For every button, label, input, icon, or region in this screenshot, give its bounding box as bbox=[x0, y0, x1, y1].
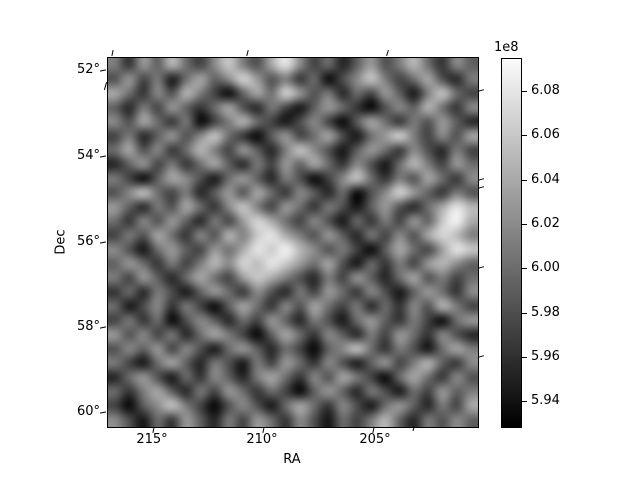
y-tick-label: 56° bbox=[76, 234, 100, 249]
x-tick-label: 215° bbox=[136, 432, 168, 447]
colorbar-tick bbox=[522, 313, 527, 315]
colorbar-tick bbox=[522, 91, 527, 93]
colorbar-tick-label: 5.96 bbox=[531, 349, 560, 364]
colorbar-tick bbox=[522, 135, 527, 137]
axis-tick bbox=[111, 49, 114, 57]
axis-tick bbox=[99, 326, 107, 329]
axis-tick bbox=[477, 186, 485, 189]
colorbar-tick-label: 6.06 bbox=[531, 127, 560, 142]
colorbar-offset-label: 1e8 bbox=[494, 40, 519, 55]
axis-tick bbox=[477, 178, 485, 181]
axis-tick bbox=[386, 49, 390, 57]
colorbar-tick bbox=[522, 180, 527, 182]
colorbar bbox=[501, 58, 522, 428]
x-tick-label: 205° bbox=[359, 432, 391, 447]
axis-tick bbox=[246, 49, 249, 57]
colorbar-tick bbox=[522, 224, 527, 226]
axis-tick bbox=[477, 355, 485, 358]
colorbar-tick-label: 6.00 bbox=[531, 260, 560, 275]
axis-tick bbox=[99, 411, 107, 414]
colorbar-tick-label: 5.98 bbox=[531, 305, 560, 320]
x-axis-label: RA bbox=[283, 452, 301, 467]
y-tick-label: 54° bbox=[76, 148, 100, 163]
x-tick-label: 210° bbox=[246, 432, 278, 447]
axis-tick bbox=[99, 241, 107, 244]
colorbar-tick-label: 6.08 bbox=[531, 83, 560, 98]
y-axis-label: Dec bbox=[53, 229, 69, 255]
heatmap-canvas bbox=[108, 58, 478, 427]
colorbar-tick-label: 6.02 bbox=[531, 216, 560, 231]
colorbar-tick-label: 6.04 bbox=[531, 172, 560, 187]
colorbar-tick-label: 5.94 bbox=[531, 393, 560, 408]
colorbar-tick bbox=[522, 401, 527, 403]
axis-tick bbox=[99, 69, 107, 72]
y-tick-label: 60° bbox=[76, 404, 100, 419]
axis-tick bbox=[477, 89, 485, 92]
y-tick-label: 52° bbox=[76, 62, 100, 77]
plot-frame bbox=[107, 57, 479, 428]
colorbar-tick bbox=[522, 357, 527, 359]
y-tick-label: 58° bbox=[76, 319, 100, 334]
axis-tick bbox=[477, 266, 485, 269]
colorbar-tick bbox=[522, 268, 527, 270]
axis-tick bbox=[99, 155, 107, 158]
axis-tick bbox=[412, 426, 415, 432]
